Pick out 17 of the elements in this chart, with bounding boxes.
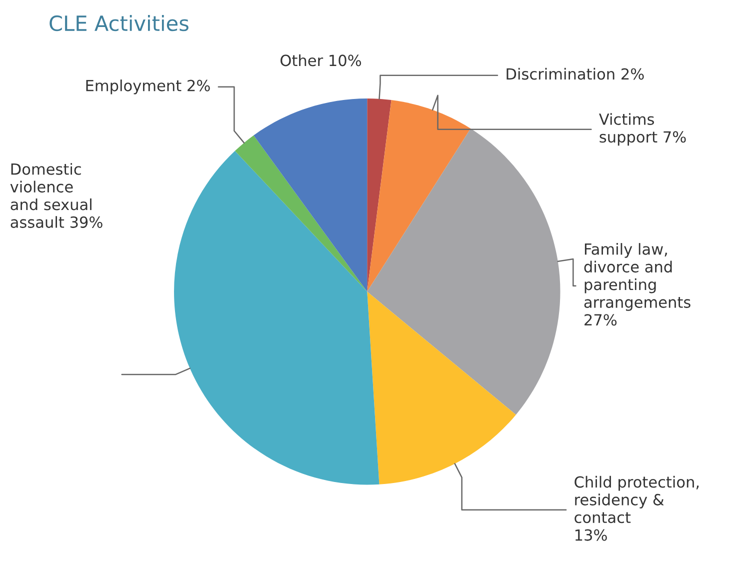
slice-label: Discrimination 2% [506, 68, 644, 80]
slice-label: Employment 2% [86, 80, 210, 94]
pie-slice [254, 98, 368, 292]
pie-slice [367, 128, 560, 415]
slice-label: Domestic violence and sexual assault 39% [10, 163, 102, 228]
slice-label: Other 10% [280, 54, 362, 66]
pie-slice [367, 98, 392, 292]
pie-slice [234, 135, 368, 292]
slice-label: Family law, divorce and parenting arrangements [584, 243, 690, 311]
slice-label: Child protection, residency & contact [574, 476, 699, 524]
pie-slice [367, 100, 471, 292]
pie-slice [174, 150, 380, 485]
pie-slice [367, 292, 516, 484]
chart-title: CLE Activities [50, 15, 188, 32]
data-label: 13% [575, 529, 607, 541]
slice-label: Victims support 7% [599, 113, 686, 146]
data-label: 27% [584, 314, 617, 326]
